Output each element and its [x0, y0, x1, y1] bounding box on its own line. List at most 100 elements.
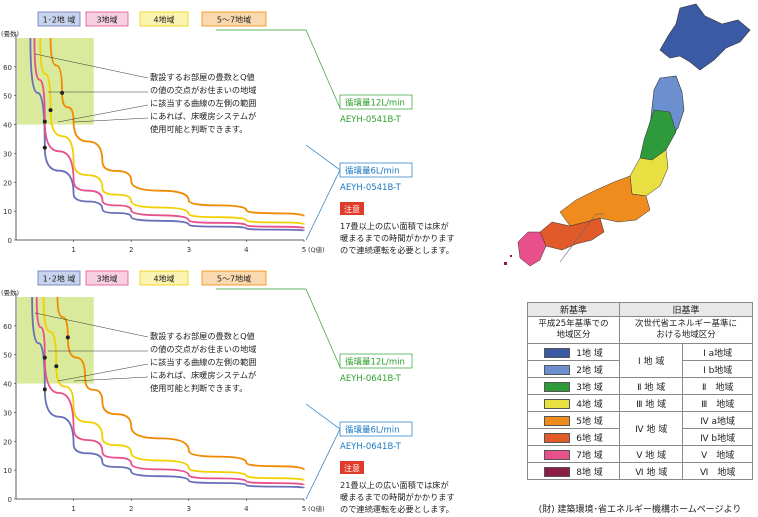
y-tick-label: 0 — [8, 496, 12, 504]
zone-old-cell: Ⅴ 地 域 — [619, 445, 684, 463]
zone-old-cell: Ⅰ 地 域 — [619, 343, 684, 378]
legend-box-1 — [37, 11, 81, 27]
leader-line-1 — [34, 312, 149, 338]
zone-new-label: 2地 域 — [576, 365, 603, 376]
map-divider — [559, 213, 597, 263]
series-line-4 — [49, 37, 305, 217]
x-tick-label: 5 — [302, 505, 306, 513]
x-tick-label: 4 — [244, 505, 249, 513]
note-line-4: にあれば、床暖房システムが — [150, 111, 256, 121]
zone-old-cell: Ⅵ 地 域 — [619, 462, 684, 480]
zone-old-sub-cell: Ⅰ b地域 — [682, 360, 753, 378]
series-line-2 — [35, 296, 305, 486]
y-tick-label: 50 — [3, 352, 12, 360]
zone-swatch — [544, 365, 571, 375]
x-axis-unit: (Q値) — [308, 504, 325, 513]
zone-swatch — [544, 382, 571, 392]
note-line-4: にあれば、床暖房システムが — [150, 370, 256, 380]
zone-old-cell: Ⅱ 地 域 — [619, 377, 684, 395]
zone-new-cell: 1地 域 — [526, 343, 621, 361]
note-line-5: 使用可能と判断できます。 — [150, 383, 247, 393]
zone-swatch — [544, 433, 571, 443]
table-header-old: 旧基準 — [619, 302, 753, 317]
legend-box-4 — [201, 270, 267, 286]
bracket-green — [216, 288, 341, 368]
series-line-1 — [29, 37, 305, 232]
legend-box-2 — [85, 270, 129, 286]
table-subheader-old: 次世代省エネルギー基準に おける地域区分 — [619, 316, 753, 344]
y-tick-label: 10 — [3, 467, 12, 475]
series-point-3 — [54, 364, 59, 369]
map-west — [539, 217, 605, 251]
caution-line-2: 暖まるまでの時間がかかります — [340, 233, 455, 243]
zone-old-cell: Ⅲ 地 域 — [619, 394, 684, 412]
zone-new-label: 4地 域 — [576, 399, 603, 410]
y-tick-label: 40 — [3, 122, 12, 130]
bracket-blue — [305, 403, 341, 500]
caution-line-2: 暖まるまでの時間がかかります — [340, 492, 455, 502]
zone-new-cell: 8地 域 — [526, 462, 621, 480]
series-point-2 — [42, 119, 47, 124]
shaded-region — [17, 38, 94, 125]
map-hokkaido — [659, 3, 751, 71]
x-tick-label: 2 — [129, 505, 133, 513]
y-tick-label: 20 — [3, 438, 12, 446]
table-header-new: 新基準 — [526, 302, 621, 317]
zone-new-cell: 5地 域 — [526, 411, 621, 429]
series-point-2 — [42, 355, 47, 360]
table-subheader-new: 平成25年基準での 地域区分 — [526, 316, 621, 344]
x-tick-label: 3 — [187, 246, 191, 254]
legend-label-2: 3地域 — [96, 274, 117, 284]
leader-line-1 — [34, 53, 149, 79]
legend-box-3 — [139, 11, 189, 27]
flow12-model: AEYH-0641B-T — [340, 374, 402, 384]
zone-swatch — [544, 467, 571, 477]
zone-swatch — [544, 399, 571, 409]
flow12-label: 循環量12L/min — [345, 98, 405, 109]
series-line-3 — [39, 37, 305, 226]
series-point-4 — [65, 335, 70, 340]
bracket-blue — [305, 144, 341, 241]
y-tick-label: 10 — [3, 208, 12, 216]
zone-new-cell: 3地 域 — [526, 377, 621, 395]
zone-table: 新基準 旧基準 平成25年基準での 地域区分 次世代省エネルギー基準に おける地… — [526, 302, 753, 480]
zone-old-sub-cell: Ⅰ a地域 — [682, 343, 753, 361]
zone-old-sub-cell: Ⅱ 地域 — [682, 377, 753, 395]
x-axis-unit: (Q値) — [308, 245, 325, 254]
note-line-2: の値の交点がお住まいの地域 — [150, 344, 256, 354]
x-tick-label: 1 — [71, 246, 75, 254]
flow12-label: 循環量12L/min — [345, 357, 405, 368]
zone-new-label: 1地 域 — [576, 348, 603, 359]
y-tick-label: 40 — [3, 381, 12, 389]
legend-label-4: 5～7地域 — [217, 15, 251, 25]
legend-label-4: 5～7地域 — [217, 274, 251, 284]
caution-badge-label: 注意 — [344, 204, 360, 214]
map-kyushu — [517, 231, 547, 267]
legend-label-3: 4地域 — [153, 274, 174, 284]
zone-new-cell: 7地 域 — [526, 445, 621, 463]
note-line-2: の値の交点がお住まいの地域 — [150, 85, 256, 95]
table-caption: (財) 建築環境･省エネルギー機構ホームページより — [538, 505, 742, 515]
legend-label-3: 4地域 — [153, 15, 174, 25]
y-tick-label: 0 — [8, 237, 12, 245]
y-axis-unit: (畳数) — [1, 288, 19, 297]
zone-swatch — [544, 416, 571, 426]
y-axis-unit: (畳数) — [1, 29, 19, 38]
zone-old-sub-cell: Ⅳ b地域 — [682, 428, 753, 446]
leader-line-3 — [57, 104, 149, 123]
caution-badge-label: 注意 — [344, 463, 360, 473]
series-point-3 — [48, 108, 53, 113]
japan-climate-map — [504, 3, 751, 267]
table-row: 6地 域 Ⅳ b地域 — [526, 428, 753, 446]
zone-swatch — [544, 348, 571, 358]
legend-box-4 — [201, 11, 267, 27]
legend-label-1: 1･2地 域 — [43, 274, 76, 284]
x-tick-label: 5 — [302, 246, 306, 254]
series-line-1 — [31, 296, 305, 489]
x-tick-label: 1 — [71, 505, 75, 513]
